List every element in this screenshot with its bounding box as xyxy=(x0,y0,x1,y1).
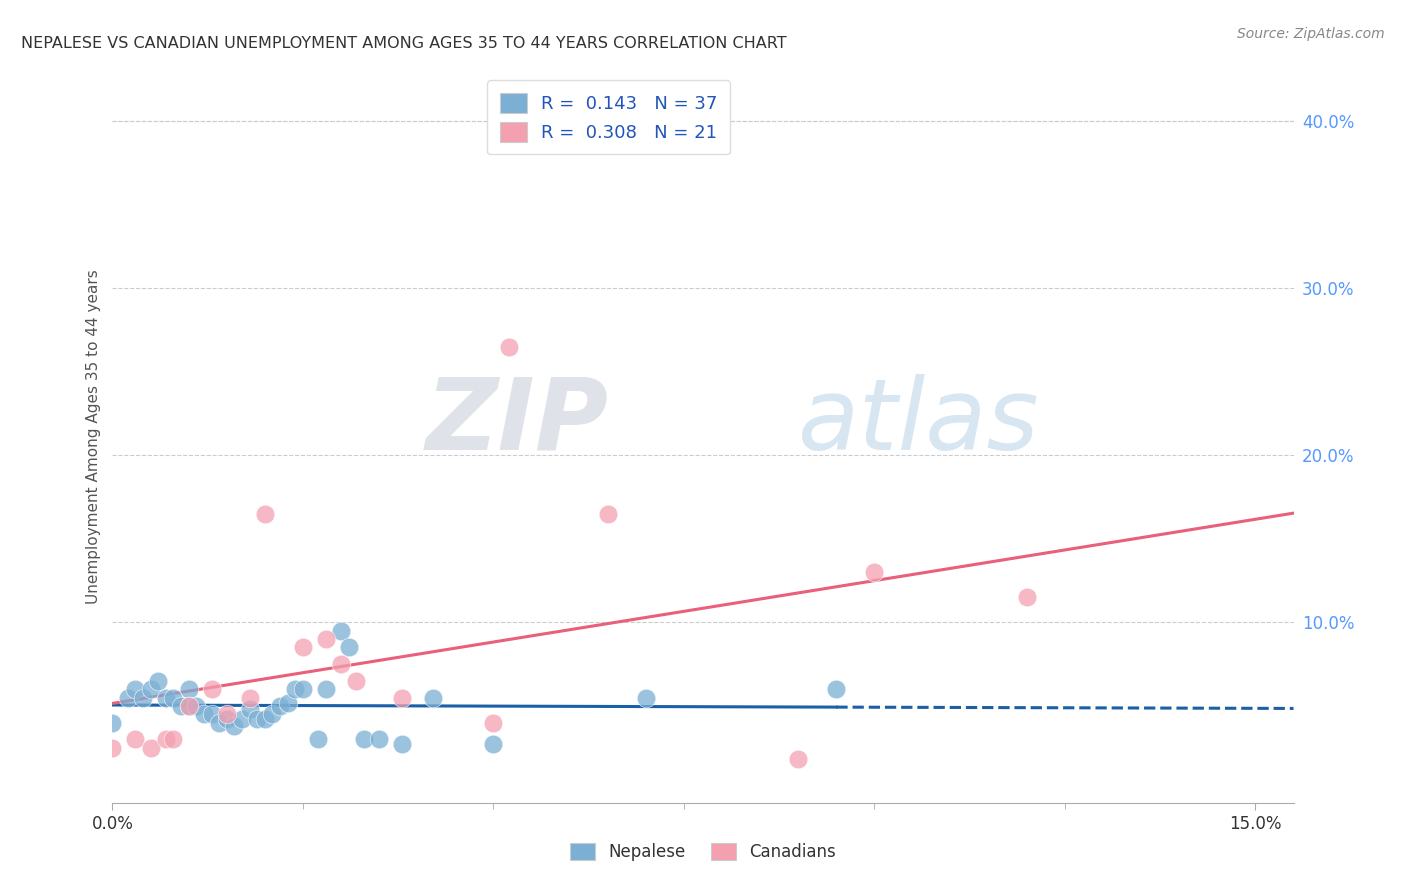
Point xyxy=(148,673,170,688)
Point xyxy=(596,507,619,521)
Point xyxy=(284,682,307,697)
Point xyxy=(262,707,284,722)
Text: NEPALESE VS CANADIAN UNEMPLOYMENT AMONG AGES 35 TO 44 YEARS CORRELATION CHART: NEPALESE VS CANADIAN UNEMPLOYMENT AMONG … xyxy=(21,36,787,51)
Point xyxy=(239,702,262,716)
Point xyxy=(291,682,314,697)
Point xyxy=(177,698,200,713)
Point xyxy=(224,719,246,733)
Point xyxy=(124,682,146,697)
Point xyxy=(330,624,353,638)
Point xyxy=(162,732,184,747)
Point xyxy=(269,698,291,713)
Point xyxy=(239,690,262,705)
Point xyxy=(132,690,155,705)
Point xyxy=(215,712,238,726)
Y-axis label: Unemployment Among Ages 35 to 44 years: Unemployment Among Ages 35 to 44 years xyxy=(86,269,101,605)
Point xyxy=(337,640,360,655)
Point xyxy=(139,740,162,755)
Point xyxy=(863,566,886,580)
Point xyxy=(177,682,200,697)
Point xyxy=(253,507,276,521)
Point xyxy=(155,732,177,747)
Point xyxy=(307,732,329,747)
Point xyxy=(170,698,193,713)
Point xyxy=(391,737,413,751)
Point xyxy=(231,712,253,726)
Point xyxy=(1015,591,1038,605)
Point xyxy=(124,732,146,747)
Point xyxy=(498,340,520,354)
Point xyxy=(482,737,505,751)
Point xyxy=(200,682,222,697)
Point xyxy=(315,682,337,697)
Point xyxy=(101,715,124,730)
Point xyxy=(200,707,222,722)
Point xyxy=(139,682,162,697)
Point xyxy=(787,752,810,766)
Point xyxy=(330,657,353,672)
Point xyxy=(117,690,139,705)
Point xyxy=(193,707,215,722)
Point xyxy=(391,690,413,705)
Point xyxy=(155,690,177,705)
Point xyxy=(186,698,208,713)
Point xyxy=(634,690,657,705)
Point xyxy=(353,732,375,747)
Point xyxy=(368,732,391,747)
Text: atlas: atlas xyxy=(797,374,1039,471)
Point xyxy=(291,640,314,655)
Point xyxy=(422,690,444,705)
Text: ZIP: ZIP xyxy=(426,374,609,471)
Point xyxy=(162,690,184,705)
Point xyxy=(246,712,269,726)
Text: Source: ZipAtlas.com: Source: ZipAtlas.com xyxy=(1237,27,1385,41)
Legend: Nepalese, Canadians: Nepalese, Canadians xyxy=(564,836,842,868)
Point xyxy=(208,715,231,730)
Point xyxy=(101,740,124,755)
Point xyxy=(177,698,200,713)
Point xyxy=(482,715,505,730)
Point xyxy=(253,712,276,726)
Point xyxy=(344,673,367,688)
Point xyxy=(277,696,299,710)
Point xyxy=(315,632,337,647)
Point xyxy=(825,682,848,697)
Point xyxy=(215,707,238,722)
